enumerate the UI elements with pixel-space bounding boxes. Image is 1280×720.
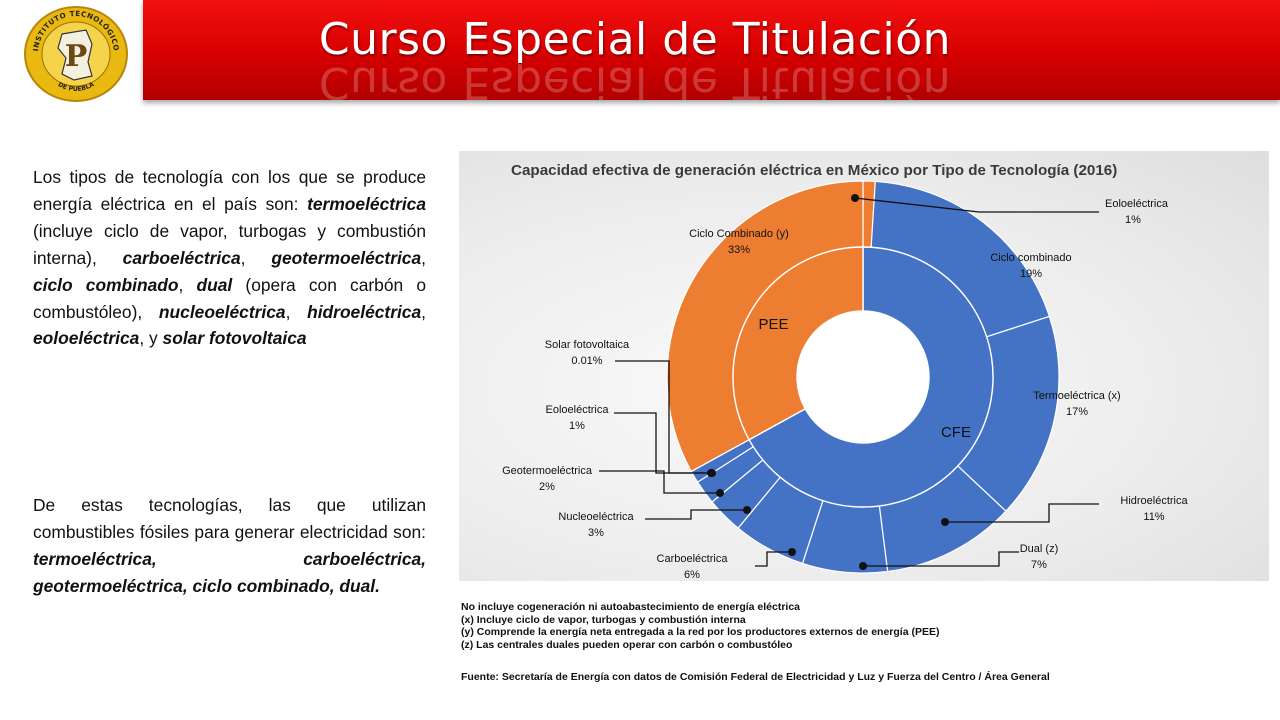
leader-dot: [941, 518, 949, 526]
slice-label: Hidroeléctrica: [1120, 495, 1188, 507]
slice-value-label: 1%: [569, 420, 585, 432]
institute-logo: P INSTITUTO TECNOLÓGICO DE PUEBLA: [24, 6, 128, 102]
emphasized-term: ciclo combinado: [33, 274, 179, 295]
note-line: (x) Incluye ciclo de vapor, turbogas y c…: [461, 613, 746, 626]
leader-line: [599, 470, 720, 494]
donut-chart: Capacidad efectiva de generación eléctri…: [502, 162, 1188, 581]
slice-label: Termoeléctrica (x): [1033, 390, 1120, 402]
emphasized-term: hidroeléctrica: [307, 301, 422, 322]
chart-title: Capacidad efectiva de generación eléctri…: [511, 162, 1117, 179]
emphasized-term: geotermoeléctrica: [271, 247, 422, 268]
slice-label: Carboeléctrica: [657, 553, 729, 565]
text-run: ,: [240, 247, 272, 268]
note-line: (z) Las centrales duales pueden operar c…: [461, 638, 793, 651]
slice-value-label: 2%: [539, 481, 555, 493]
leader-line: [755, 551, 792, 567]
slice-label: Eoloeléctrica: [546, 404, 610, 416]
technologies-paragraph: Los tipos de tecnología con los que se p…: [33, 164, 426, 352]
emphasized-term: nucleoeléctrica: [158, 301, 286, 322]
text-run: , y: [139, 328, 163, 349]
leader-line: [863, 551, 1019, 567]
slice-label: Nucleoeléctrica: [558, 511, 634, 523]
emphasized-term: termoeléctrica, carboeléctrica, geotermo…: [33, 548, 426, 596]
leader-line: [854, 197, 1099, 213]
emphasized-term: eoloeléctrica: [33, 328, 140, 349]
text-run: ,: [421, 301, 426, 322]
leader-line: [615, 360, 712, 474]
leader-dot: [708, 469, 716, 477]
slice-label: Dual (z): [1020, 543, 1059, 555]
leader-dot: [788, 548, 796, 556]
donut-hole: [797, 311, 929, 443]
slice-value-label: 0.01%: [571, 355, 602, 367]
text-run: (opera con carbón o combustóleo),: [33, 274, 426, 322]
inner-ring-label: PEE: [758, 316, 788, 333]
text-run: De estas tecnologías, las que utilizan c…: [33, 495, 426, 542]
slice-value-label: 19%: [1020, 268, 1042, 280]
inner-ring-label: CFE: [941, 424, 971, 441]
slice-label: Eoloeléctrica: [1105, 198, 1169, 210]
emphasized-term: carboeléctrica: [122, 247, 241, 268]
slice-value-label: 17%: [1066, 406, 1088, 418]
slice-value-label: 6%: [684, 569, 700, 581]
text-run: (incluye ciclo de vapor, turbogas y comb…: [33, 220, 426, 268]
svg-text:DE PUEBLA: DE PUEBLA: [57, 81, 96, 93]
slice-label: Geotermoeléctrica: [502, 465, 593, 477]
emphasized-term: solar fotovoltaica: [162, 328, 307, 349]
title-banner: [143, 0, 1280, 100]
leader-line: [645, 509, 747, 520]
note-line: (y) Comprende la energía neta entregada …: [461, 626, 940, 639]
page-title: Curso Especial de Titulación: [318, 14, 952, 65]
chart-source: Fuente: Secretaría de Energía con datos …: [461, 671, 1050, 683]
slice-value-label: 3%: [588, 527, 604, 539]
fossil-fuels-paragraph: De estas tecnologías, las que utilizan c…: [33, 492, 426, 600]
leader-line: [945, 503, 1099, 523]
slice-value-label: 7%: [1031, 559, 1047, 571]
page-title-reflection: Curso Especial de Titulación: [318, 64, 952, 100]
slice-label: Ciclo Combinado (y): [689, 228, 789, 240]
note-line: No incluye cogeneración ni autoabastecim…: [461, 601, 801, 613]
svg-text:P: P: [65, 39, 88, 74]
slice-label: Solar fotovoltaica: [545, 339, 630, 351]
slice-value-label: 1%: [1125, 214, 1141, 226]
emphasized-term: dual: [196, 274, 233, 295]
slice-value-label: 11%: [1143, 511, 1164, 523]
text-run: ,: [421, 247, 426, 268]
slice-label: Ciclo combinado: [990, 252, 1071, 264]
text-run: ,: [178, 274, 197, 295]
chart-notes: No incluye cogeneración ni autoabastecim…: [461, 601, 939, 651]
slice-value-label: 33%: [728, 244, 750, 256]
leader-dot: [851, 194, 859, 202]
logo-bottom-text: DE PUEBLA: [57, 81, 96, 93]
emphasized-term: termoeléctrica: [307, 193, 426, 214]
leader-dot: [716, 489, 724, 497]
leader-dot: [859, 562, 867, 570]
leader-dot: [743, 506, 751, 514]
text-run: Los tipos de tecnología con los que se p…: [33, 167, 426, 214]
chart-panel: Capacidad efectiva de generación eléctri…: [459, 151, 1269, 581]
text-run: ,: [285, 301, 308, 322]
